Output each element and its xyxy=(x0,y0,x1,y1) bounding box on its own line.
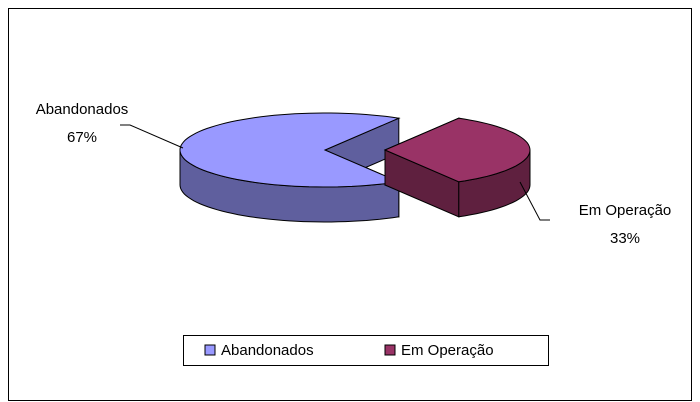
data-label-value: 33% xyxy=(610,230,640,247)
data-label-name: Em Operação xyxy=(579,202,672,219)
legend-box xyxy=(183,335,549,366)
legend-label: Abandonados xyxy=(221,342,314,359)
slice xyxy=(383,117,531,183)
legend-swatch xyxy=(384,344,396,356)
pie xyxy=(179,112,531,223)
legend-swatch xyxy=(204,344,216,356)
leader-line xyxy=(519,181,550,221)
slice xyxy=(179,112,401,188)
legend-label: Em Operação xyxy=(401,342,494,359)
data-label-name: Abandonados xyxy=(36,101,129,118)
data-label-value: 67% xyxy=(67,129,97,146)
leader-line xyxy=(120,124,184,149)
